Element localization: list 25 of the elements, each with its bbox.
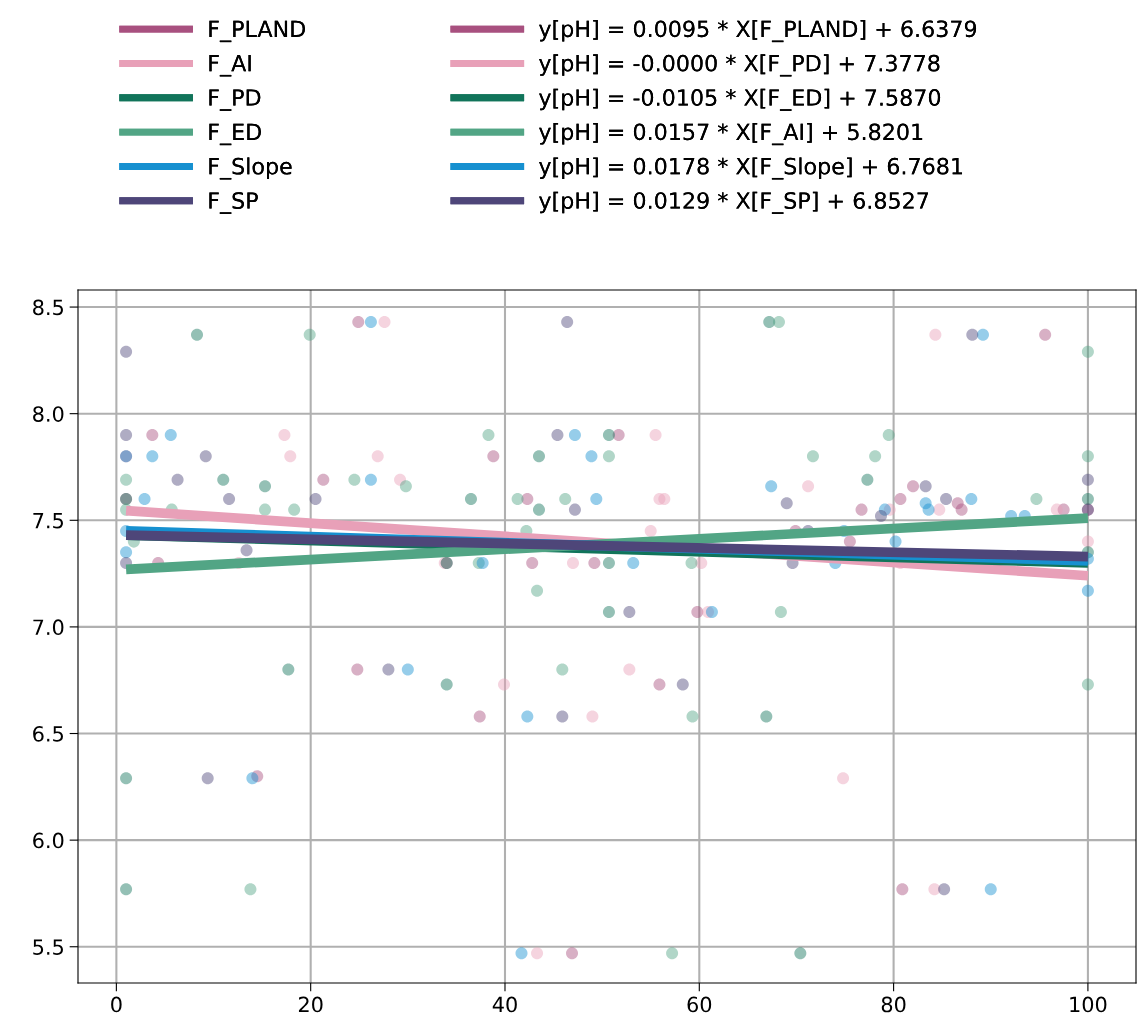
x-tick-label: 40 [492,996,517,1013]
legend-label: y[pH] = 0.0178 * X[F_Slope] + 6.7681 [539,157,963,180]
x-tick-label: 100 [1070,996,1107,1013]
legend-label: F_PLAND [209,20,306,43]
x-tick-label: 0 [111,996,122,1013]
legend-label: F_SP [209,192,258,214]
x-tick-label: 60 [687,996,712,1013]
legend-label: F_ED [209,123,261,146]
y-tick-label: 7.5 [33,513,63,529]
y-tick-label: 6.5 [33,725,63,742]
legend-label: y[pH] = 0.0157 * X[F_AI] + 5.8201 [539,123,923,146]
x-tick-label: 20 [298,996,323,1013]
y-tick-label: 6.0 [33,832,64,849]
y-tick-label: 5.5 [33,939,63,955]
y-tick-label: 7.0 [33,619,64,636]
legend-label: F_AI [209,55,251,77]
legend-label: y[pH] = -0.0105 * X[F_ED] + 7.5870 [539,88,941,111]
legend-label: y[pH] = 0.0129 * X[F_SP] + 6.8527 [539,191,929,214]
y-tick-label: 8.0 [33,406,64,422]
legend-label: y[pH] = -0.0000 * X[F_PD] + 7.3778 [539,54,940,77]
legend-label: y[pH] = 0.0095 * X[F_PLAND] + 6.6379 [539,20,977,43]
legend-label: F_PD [209,89,261,111]
x-tick-label: 80 [881,996,906,1013]
legend-label: F_Slope [209,157,292,180]
y-tick-label: 8.5 [33,299,63,316]
